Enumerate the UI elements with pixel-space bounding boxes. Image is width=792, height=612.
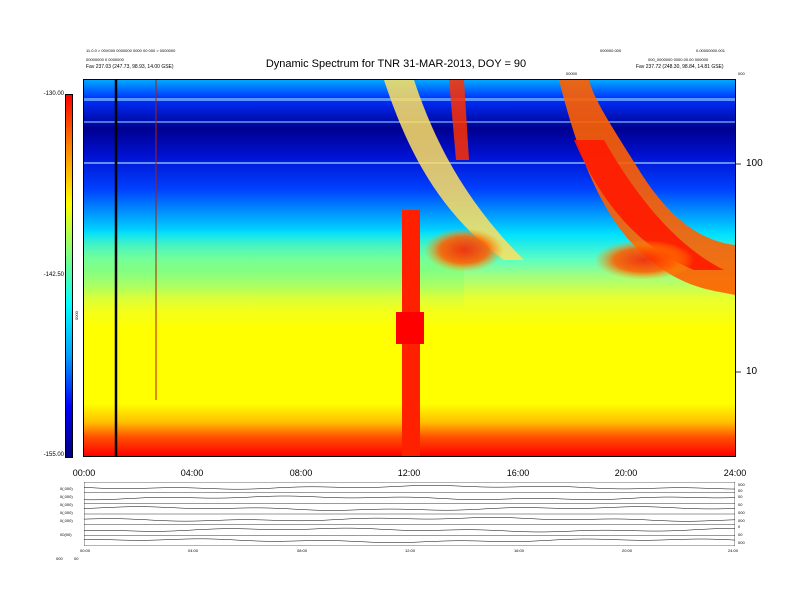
panel-label-0: 0(,000) — [60, 486, 73, 491]
header-right-line1b: 0.00000000.001 — [696, 48, 725, 53]
panel-right-tick-5a: 00 — [738, 532, 743, 537]
header-left-line3: Fav 237.03 (247.73, 98.93, 14.00 GSE) — [86, 64, 174, 70]
y-tick-100: 100 — [746, 158, 763, 169]
panel-right-tick-5b: 000 — [738, 540, 745, 545]
panel-right-tick-0b: 00 — [738, 488, 743, 493]
panel-right-tick-1a: 00 — [738, 494, 743, 499]
panel-right-tick-0a: 000 — [738, 482, 745, 487]
y-axis-ticks — [735, 163, 741, 373]
radio-burst-2 — [559, 80, 735, 295]
header-left-line2: 00000000 0 0000000 — [86, 57, 124, 62]
intense-column-1200 — [396, 210, 424, 456]
panel-trace-4 — [84, 527, 735, 533]
panel-trace-5 — [84, 538, 735, 543]
panel-x-tick-5: 20:00 — [622, 548, 633, 553]
panel-label-4: 0(,000) — [60, 518, 73, 523]
panel-trace-1 — [84, 495, 735, 501]
y-tick-10: 10 — [746, 366, 758, 377]
top-axis-mark: 00000 — [566, 71, 578, 76]
header-right-line2: 000_0000000 0000.00.00 000000 — [648, 57, 709, 62]
panel-trace-0 — [84, 485, 735, 490]
panel-trace-3 — [84, 517, 735, 522]
colorbar-label: 0000 — [74, 311, 79, 320]
header-right-line3: Fav 237.72 (248.30, 98.84, 14.81 GSE) — [636, 64, 724, 70]
colorbar-tick-bottom: -155.00 — [43, 452, 64, 458]
x-tick-4: 16:00 — [506, 468, 530, 478]
x-tick-6: 24:00 — [723, 468, 747, 478]
corner-label: 000 — [738, 71, 745, 76]
x-tick-3: 12:00 — [397, 468, 421, 478]
panel-x-tick-1: 04:00 — [188, 548, 199, 553]
spectrogram-plot — [83, 79, 736, 457]
panel-x-tick-3: 12:00 — [405, 548, 416, 553]
x-tick-5: 20:00 — [614, 468, 638, 478]
panel-label-1: 0(,000) — [60, 494, 73, 499]
x-tick-0: 00:00 — [72, 468, 96, 478]
header-right-line1a: 000000.000 — [600, 48, 622, 53]
x-tick-1: 04:00 — [180, 468, 204, 478]
panel-x-tick-6: 24:00 — [728, 548, 739, 553]
panel-label-2: 0(,000) — [60, 502, 73, 507]
timeseries-panels — [84, 482, 735, 546]
footer-value: 00 — [74, 556, 79, 561]
panel-x-tick-0: 00:00 — [80, 548, 91, 553]
panel-label-5: 00(00) — [60, 532, 72, 537]
colorbar — [65, 94, 73, 458]
panel-x-tick-2: 08:00 — [297, 548, 308, 553]
footer-label: 000 — [56, 556, 63, 561]
header-left-line1: 11.0.0 > 00X000 0000000 0000 00 000 > 00… — [86, 48, 176, 53]
panel-x-tick-4: 16:00 — [514, 548, 525, 553]
panel-right-tick-4a: 000 — [738, 518, 745, 523]
panel-trace-2 — [84, 506, 735, 511]
panel-label-3: 0(,000) — [60, 510, 73, 515]
panel-right-tick-4b: 0 — [738, 524, 741, 529]
colorbar-tick-top: -130.00 — [43, 91, 64, 97]
x-tick-2: 08:00 — [289, 468, 313, 478]
radio-burst-1 — [384, 80, 524, 272]
colorbar-tick-mid: -142.50 — [43, 272, 64, 278]
panel-right-tick-3a: 000 — [738, 510, 745, 515]
chart-title: Dynamic Spectrum for TNR 31-MAR-2013, DO… — [265, 58, 527, 70]
panel-right-tick-2a: 00 — [738, 502, 743, 507]
